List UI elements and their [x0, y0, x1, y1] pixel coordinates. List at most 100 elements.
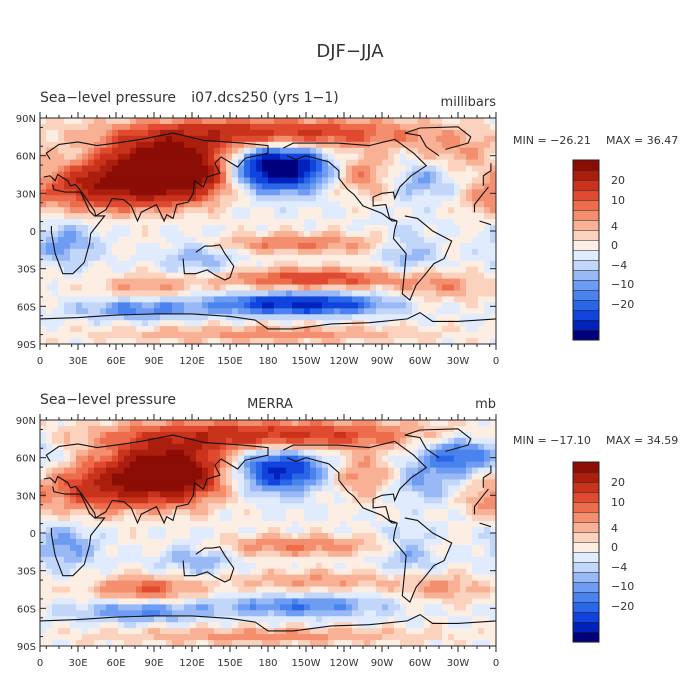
- field-cell: [478, 189, 485, 196]
- field-cell: [154, 449, 161, 457]
- field-cell: [358, 302, 365, 309]
- field-cell: [196, 201, 203, 208]
- field-cell: [118, 141, 125, 149]
- field-cell: [346, 213, 353, 220]
- field-cell: [484, 461, 491, 468]
- field-cell: [442, 485, 449, 492]
- field-cell: [76, 153, 83, 161]
- field-cell: [256, 521, 263, 528]
- field-cell: [160, 183, 167, 190]
- field-cell: [442, 141, 449, 149]
- field-cell: [262, 455, 269, 463]
- field-cell: [406, 290, 413, 297]
- field-cell: [64, 568, 71, 576]
- field-cell: [286, 183, 293, 190]
- field-cell: [436, 455, 443, 463]
- field-cell: [118, 242, 125, 250]
- field-cell: [100, 556, 107, 564]
- field-cell: [208, 278, 215, 285]
- field-cell: [376, 129, 383, 137]
- field-cell: [58, 278, 65, 285]
- field-cell: [442, 290, 449, 297]
- field-cell: [256, 195, 263, 202]
- field-cell: [274, 503, 281, 510]
- field-cell: [172, 242, 179, 250]
- field-cell: [160, 123, 167, 131]
- field-cell: [70, 467, 77, 474]
- field-cell: [274, 544, 281, 552]
- field-cell: [310, 177, 317, 184]
- field-cell: [454, 515, 461, 522]
- field-cell: [112, 314, 119, 321]
- field-cell: [376, 207, 383, 214]
- field-cell: [418, 479, 425, 486]
- field-cell: [238, 183, 245, 190]
- field-cell: [136, 248, 143, 256]
- field-cell: [268, 171, 275, 178]
- field-cell: [454, 521, 461, 528]
- field-cell: [364, 153, 371, 161]
- field-cell: [406, 118, 413, 125]
- field-cell: [178, 338, 185, 345]
- field-cell: [196, 550, 203, 558]
- field-cell: [106, 338, 113, 345]
- field-cell: [340, 219, 347, 226]
- field-cell: [298, 461, 305, 468]
- field-cell: [136, 509, 143, 516]
- field-cell: [118, 527, 125, 534]
- field-cell: [394, 141, 401, 149]
- field-cell: [142, 420, 149, 427]
- field-cell: [70, 425, 77, 433]
- field-cell: [136, 284, 143, 291]
- field-cell: [154, 425, 161, 433]
- field-cell: [274, 236, 281, 244]
- field-cell: [412, 314, 419, 321]
- field-cell: [232, 562, 239, 570]
- field-cell: [358, 248, 365, 256]
- field-cell: [412, 326, 419, 333]
- field-cell: [328, 455, 335, 463]
- field-cell: [328, 201, 335, 208]
- field-cell: [484, 314, 491, 321]
- field-cell: [58, 491, 65, 498]
- field-cell: [286, 159, 293, 166]
- field-cell: [268, 515, 275, 522]
- field-cell: [94, 242, 101, 250]
- field-cell: [52, 320, 59, 327]
- field-cell: [118, 538, 125, 546]
- field-cell: [136, 135, 143, 143]
- field-cell: [58, 503, 65, 510]
- field-cell: [76, 231, 83, 238]
- field-cell: [100, 527, 107, 534]
- field-cell: [142, 544, 149, 552]
- field-cell: [124, 219, 131, 226]
- field-cell: [442, 195, 449, 202]
- field-cell: [394, 485, 401, 492]
- field-cell: [478, 272, 485, 279]
- field-cell: [178, 153, 185, 161]
- field-cell: [340, 141, 347, 149]
- field-cell: [310, 290, 317, 297]
- field-cell: [178, 195, 185, 202]
- field-cell: [442, 129, 449, 137]
- field-cell: [460, 533, 467, 540]
- field-cell: [298, 195, 305, 202]
- field-cell: [358, 236, 365, 244]
- field-cell: [304, 213, 311, 220]
- field-cell: [130, 326, 137, 333]
- field-cell: [196, 527, 203, 534]
- field-cell: [208, 195, 215, 202]
- field-cell: [424, 497, 431, 504]
- field-cell: [250, 425, 257, 433]
- field-cell: [46, 302, 53, 309]
- field-cell: [52, 118, 59, 125]
- field-cell: [430, 248, 437, 256]
- field-cell: [52, 497, 59, 504]
- field-cell: [226, 527, 233, 534]
- field-cell: [460, 248, 467, 256]
- field-cell: [370, 225, 377, 232]
- field-cell: [400, 302, 407, 309]
- field-cell: [304, 314, 311, 321]
- field-cell: [166, 290, 173, 297]
- field-cell: [286, 219, 293, 226]
